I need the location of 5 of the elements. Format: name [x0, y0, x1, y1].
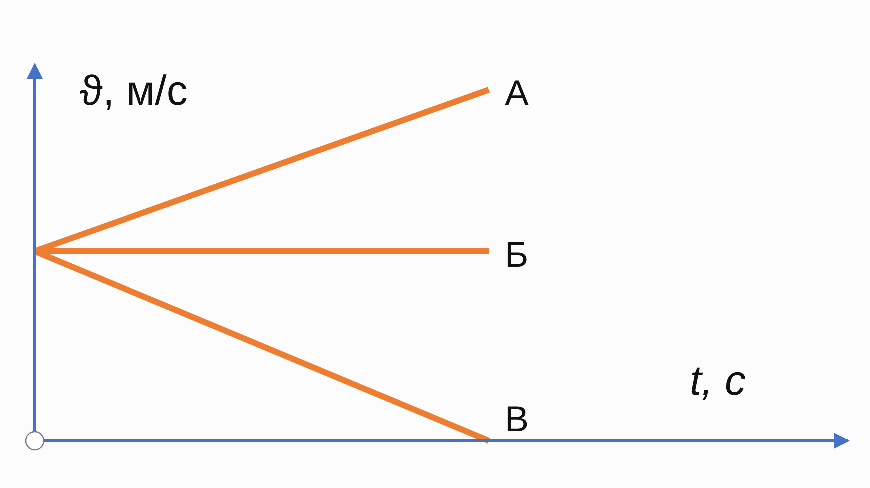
series-label: А — [505, 72, 530, 114]
y-axis-title: ϑ, м/с — [80, 67, 188, 114]
series-label: Б — [505, 234, 529, 275]
x-axis-title: t, с — [690, 357, 746, 404]
series-label: В — [505, 398, 530, 440]
